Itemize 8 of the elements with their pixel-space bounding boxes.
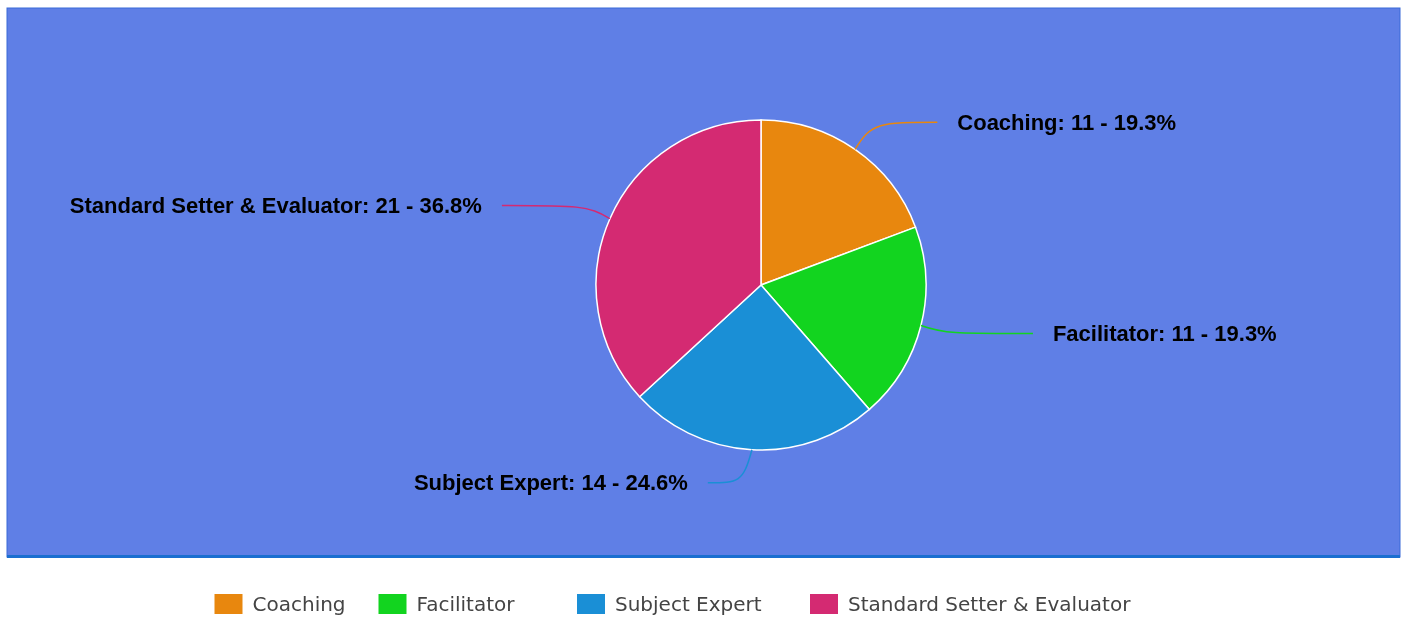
legend-label: Standard Setter & Evaluator [848,592,1132,616]
data-label: Subject Expert: 14 - 24.6% [413,470,688,496]
legend-label: Coaching [252,592,346,616]
legend-label: Subject Expert [615,592,762,616]
data-label: Facilitator: 11 - 19.3% [1052,321,1277,347]
legend-label: Facilitator [416,592,516,616]
data-label: Standard Setter & Evaluator: 21 - 36.8% [69,193,482,219]
data-label: Coaching: 11 - 19.3% [957,109,1177,135]
